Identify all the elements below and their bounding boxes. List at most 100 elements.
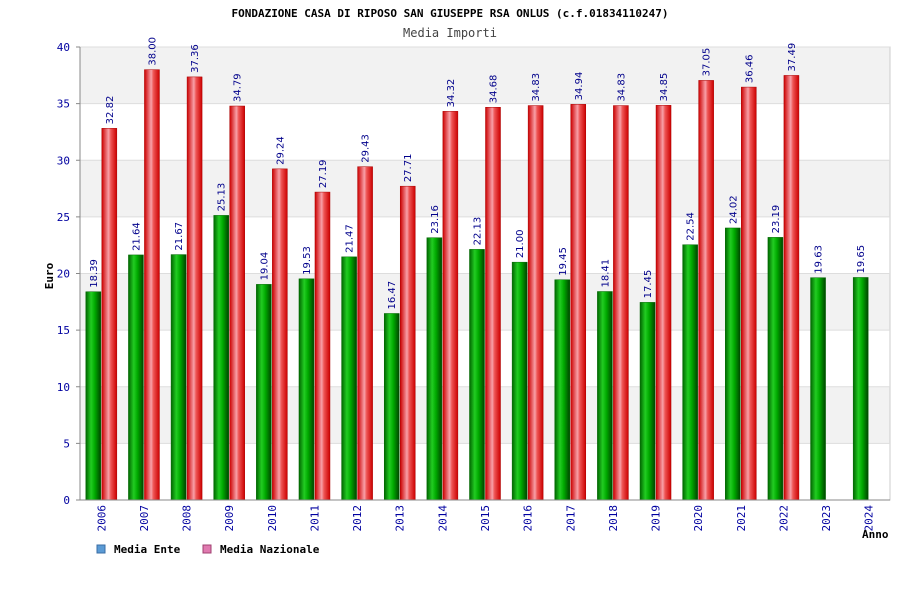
bar-media-ente xyxy=(85,291,102,501)
y-tick-label: 40 xyxy=(57,41,70,54)
data-labels: 18.39 32.82 21.64 38.00 21.67 37.36 25.13 34.79… xyxy=(89,37,867,309)
data-label: 27.19 xyxy=(318,159,329,188)
y-tick-label: 10 xyxy=(57,381,70,394)
bar-media-nazionale xyxy=(570,104,587,501)
bar-media-nazionale xyxy=(527,105,544,501)
x-tick-label: 2014 xyxy=(436,505,449,532)
y-tick-label: 0 xyxy=(63,494,70,507)
data-label: 29.24 xyxy=(275,136,286,165)
bar-media-nazionale xyxy=(144,69,160,501)
data-label: 18.41 xyxy=(600,259,611,288)
data-label: 21.64 xyxy=(131,222,142,251)
bar-media-ente xyxy=(767,237,784,501)
x-axis-label: Anno xyxy=(862,528,889,541)
bar-media-ente xyxy=(426,237,443,501)
data-label: 38.00 xyxy=(147,37,158,66)
bar-media-ente xyxy=(128,254,144,501)
data-label: 37.05 xyxy=(702,48,713,77)
bar-media-ente xyxy=(170,254,187,501)
x-tick-label: 2020 xyxy=(692,505,705,532)
x-tick-label: 2022 xyxy=(777,505,790,532)
bar-media-nazionale xyxy=(741,86,757,501)
x-tick-label: 2024 xyxy=(863,505,876,532)
bar-media-nazionale xyxy=(655,105,672,501)
data-label: 21.67 xyxy=(174,222,185,251)
data-label: 17.45 xyxy=(643,270,654,299)
bar-media-ente xyxy=(810,277,826,501)
bar-media-nazionale xyxy=(314,191,331,501)
x-tick-label: 2023 xyxy=(820,505,833,532)
chart-subtitle: Media Importi xyxy=(403,26,497,40)
y-axis-label: Euro xyxy=(43,262,56,289)
data-label: 22.54 xyxy=(686,212,697,241)
x-tick-label: 2006 xyxy=(95,505,108,532)
x-tick-label: 2007 xyxy=(138,505,151,532)
data-label: 37.36 xyxy=(190,44,201,73)
data-label: 37.49 xyxy=(787,43,798,72)
x-tick-label: 2021 xyxy=(735,505,748,532)
y-tick-label: 15 xyxy=(57,324,70,337)
data-label: 27.71 xyxy=(403,154,414,183)
bar-media-nazionale xyxy=(485,106,501,501)
y-axis-ticks: 0 5 10 15 20 25 30 35 40 xyxy=(57,41,80,507)
x-axis-ticks: 2006 2007 2008 2009 2010 2011 2012 2013 2014 2015… xyxy=(95,505,875,532)
bar-media-ente xyxy=(511,261,528,501)
data-label: 19.53 xyxy=(302,246,313,275)
x-tick-label: 2017 xyxy=(564,505,577,532)
bar-media-ente xyxy=(725,227,741,501)
data-label: 34.32 xyxy=(446,79,457,108)
x-tick-label: 2008 xyxy=(181,505,194,532)
bar-media-nazionale xyxy=(101,128,118,501)
data-label: 19.63 xyxy=(814,245,825,274)
bar-media-ente xyxy=(213,215,229,501)
bar-media-nazionale xyxy=(399,185,416,501)
data-label: 34.79 xyxy=(233,73,244,102)
bar-media-ente xyxy=(383,313,400,501)
data-label: 29.43 xyxy=(361,134,372,163)
bar-media-nazionale xyxy=(357,166,373,501)
bar-media-nazionale xyxy=(698,80,714,501)
data-label: 25.13 xyxy=(217,183,228,212)
x-tick-label: 2011 xyxy=(308,505,321,532)
x-tick-label: 2018 xyxy=(607,505,620,532)
data-label: 23.16 xyxy=(430,205,441,234)
x-tick-label: 2009 xyxy=(223,505,236,532)
bar-media-ente xyxy=(554,279,571,501)
bar-media-nazionale xyxy=(442,111,459,501)
legend: Media Ente Media Nazionale xyxy=(96,543,320,556)
x-tick-label: 2016 xyxy=(522,505,535,532)
bar-media-nazionale xyxy=(783,75,800,501)
data-label: 23.19 xyxy=(771,205,782,234)
data-label: 34.85 xyxy=(659,73,670,102)
y-tick-label: 30 xyxy=(57,154,70,167)
bar-media-ente xyxy=(682,244,698,501)
data-label: 21.47 xyxy=(345,224,356,253)
y-tick-label: 25 xyxy=(57,211,70,224)
legend-label-media-nazionale: Media Nazionale xyxy=(220,543,320,556)
x-tick-label: 2010 xyxy=(266,505,279,532)
data-label: 34.83 xyxy=(531,73,542,102)
y-tick-label: 20 xyxy=(57,268,70,281)
data-label: 21.00 xyxy=(515,230,526,259)
bar-media-nazionale xyxy=(613,105,629,501)
bar-media-nazionale xyxy=(272,168,288,501)
data-label: 32.82 xyxy=(105,96,116,125)
legend-label-media-ente: Media Ente xyxy=(114,543,181,556)
chart-title: FONDAZIONE CASA DI RIPOSO SAN GIUSEPPE R… xyxy=(231,7,668,20)
data-label: 19.65 xyxy=(856,245,867,274)
bar-media-nazionale xyxy=(186,76,203,501)
data-label: 34.68 xyxy=(489,75,500,104)
y-tick-label: 5 xyxy=(63,437,70,450)
data-label: 16.47 xyxy=(387,281,398,310)
x-tick-label: 2012 xyxy=(351,505,364,532)
data-label: 19.45 xyxy=(558,247,569,276)
x-tick-label: 2019 xyxy=(650,505,663,532)
bar-media-ente xyxy=(298,278,315,501)
data-label: 34.94 xyxy=(574,72,585,101)
bar-media-ente xyxy=(597,291,613,501)
data-label: 19.04 xyxy=(259,252,270,281)
legend-swatch-media-nazionale xyxy=(202,544,212,554)
data-label: 24.02 xyxy=(728,195,739,224)
bar-media-ente xyxy=(639,302,656,501)
